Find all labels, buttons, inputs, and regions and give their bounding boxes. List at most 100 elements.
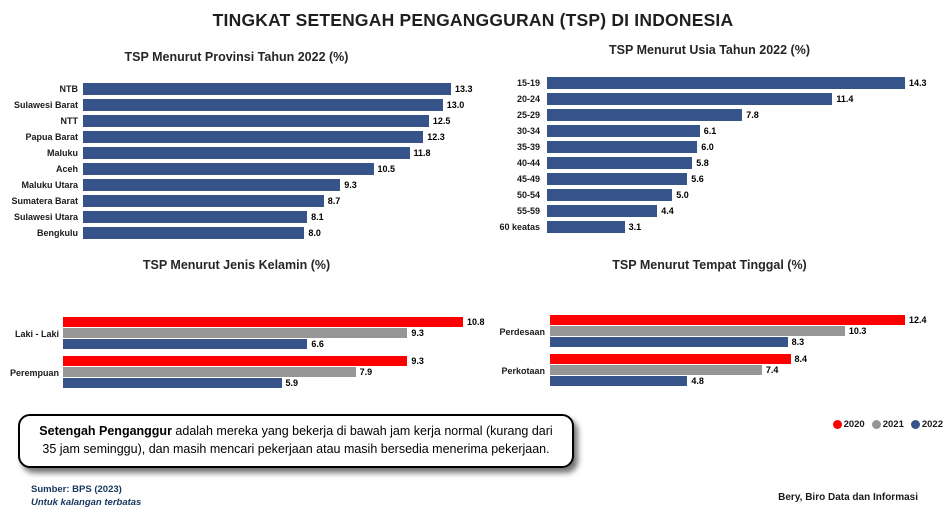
- group-bars: 10.8 9.3 6.6: [63, 317, 485, 350]
- category-label: NTB: [59, 84, 79, 94]
- bar-2021: [550, 365, 762, 375]
- value-label: 5.9: [285, 378, 299, 388]
- group-bars: 9.3 7.9 5.9: [63, 356, 424, 389]
- category-label: Laki - Laki: [14, 328, 59, 339]
- value-label: 7.8: [746, 110, 759, 120]
- category-label: Perempuan: [9, 367, 59, 378]
- category-label: NTT: [60, 116, 79, 126]
- chart-jenis-kelamin-title: TSP Menurut Jenis Kelamin (%): [142, 258, 331, 272]
- chart-usia: TSP Menurut Usia Tahun 2022 (%) 15-19 14.…: [473, 43, 946, 235]
- value-label: 10.8: [467, 317, 485, 327]
- value-label: 6.0: [701, 142, 714, 152]
- legend-label: 2022: [921, 419, 943, 430]
- bar-2022: [63, 339, 308, 349]
- bar: [83, 147, 410, 159]
- bar-line: 7.9: [63, 367, 424, 377]
- bar: [547, 205, 658, 217]
- bar-line: 7.4: [550, 365, 807, 375]
- value-label: 8.4: [794, 354, 808, 364]
- bar-row: 40-44 5.8: [473, 155, 946, 171]
- bar-group: Perkotaan 8.4 7.4 4.8: [473, 354, 946, 387]
- chart-tempat-tinggal-title: TSP Menurut Tempat Tinggal (%): [612, 258, 807, 272]
- legend-label: 2020: [843, 419, 865, 430]
- bar: [83, 83, 451, 95]
- bar-2020: [550, 354, 791, 364]
- chart-jenis-kelamin-bars: Laki - Laki 10.8 9.3 6.6 Perempuan 9.3 7.9 5.9: [0, 317, 485, 389]
- category-label: Sumatera Barat: [11, 196, 78, 206]
- value-label: 12.3: [427, 132, 445, 142]
- chart-jenis-kelamin: TSP Menurut Jenis Kelamin (%) Laki - Lak…: [0, 258, 485, 395]
- value-label: 11.8: [413, 148, 431, 158]
- bar-row: Maluku Utara 9.3: [0, 177, 473, 193]
- value-label: 9.3: [411, 356, 424, 366]
- bar-row: Aceh 10.5: [0, 161, 473, 177]
- category-label: 30-34: [516, 126, 540, 136]
- year-legend: 2020 2021 2022: [832, 419, 943, 430]
- value-label: 8.3: [791, 337, 805, 347]
- value-label: 11.4: [836, 94, 854, 104]
- bar: [547, 125, 700, 137]
- bar-group: Laki - Laki 10.8 9.3 6.6: [0, 317, 485, 350]
- value-label: 3.1: [628, 222, 642, 232]
- category-label: Sulawesi Utara: [13, 212, 78, 222]
- value-label: 4.8: [691, 376, 704, 386]
- bar-2022: [550, 376, 688, 386]
- bar-line: 6.6: [63, 339, 485, 349]
- value-label: 5.0: [676, 190, 689, 200]
- bar-row: Sulawesi Barat 13.0: [0, 97, 473, 113]
- bar: [83, 115, 429, 127]
- bar-2020: [550, 315, 905, 325]
- bar: [83, 179, 341, 191]
- value-label: 4.4: [661, 206, 674, 216]
- bar: [547, 141, 698, 153]
- bar-line: 10.3: [550, 326, 927, 336]
- bar-2022: [550, 337, 788, 347]
- category-label: Bengkulu: [36, 228, 78, 238]
- definition-box: Setengah Penganggur adalah mereka yang b…: [18, 414, 574, 468]
- legend-dot-2020: [832, 420, 842, 429]
- bar-line: 9.3: [63, 328, 485, 338]
- bar-row: 50-54 5.0: [473, 187, 946, 203]
- bar-2021: [550, 326, 845, 336]
- legend-label: 2021: [882, 419, 904, 430]
- bar-group: Perdesaan 12.4 10.3 8.3: [473, 315, 946, 348]
- bar-row: 35-39 6.0: [473, 139, 946, 155]
- bar-row: 60 keatas 3.1: [473, 219, 946, 235]
- bar-row: 20-24 11.4: [473, 91, 946, 107]
- bar-line: 10.8: [63, 317, 485, 327]
- bar-line: 8.4: [550, 354, 807, 364]
- category-label: 50-54: [516, 190, 540, 200]
- value-label: 14.3: [909, 78, 927, 88]
- category-label: 55-59: [516, 206, 540, 216]
- legend-item: 2022: [910, 419, 943, 430]
- bar: [83, 227, 305, 239]
- bar-row: Bengkulu 8.0: [0, 225, 473, 241]
- bar-line: 8.3: [550, 337, 927, 347]
- category-label: Maluku Utara: [21, 180, 78, 190]
- bar: [547, 109, 743, 121]
- chart-tempat-tinggal-bars: Perdesaan 12.4 10.3 8.3 Perkotaan 8.4 7.4 4.8: [473, 315, 946, 387]
- bar-2021: [63, 367, 356, 377]
- value-label: 9.3: [411, 328, 424, 338]
- bar-2020: [63, 356, 408, 366]
- bar: [547, 157, 693, 169]
- value-label: 6.1: [703, 126, 717, 136]
- group-bars: 12.4 10.3 8.3: [550, 315, 927, 348]
- category-label: 45-49: [516, 174, 540, 184]
- bar-line: 9.3: [63, 356, 424, 366]
- category-label: Papua Barat: [25, 132, 78, 142]
- bar-line: 12.4: [550, 315, 927, 325]
- chart-usia-title: TSP Menurut Usia Tahun 2022 (%): [609, 43, 810, 57]
- bar: [547, 173, 688, 185]
- chart-usia-bars: 15-19 14.3 20-24 11.4 25-29 7.8 30-34 6.1 35-39 6…: [473, 75, 946, 235]
- bar-row: 55-59 4.4: [473, 203, 946, 219]
- value-label: 5.6: [691, 174, 704, 184]
- group-bars: 8.4 7.4 4.8: [550, 354, 807, 387]
- bar-group: Perempuan 9.3 7.9 5.9: [0, 356, 473, 389]
- category-label: 25-29: [516, 110, 540, 120]
- bar-2021: [63, 328, 408, 338]
- definition-text: adalah mereka yang bekerja di bawah jam …: [42, 424, 553, 456]
- bar-row: Maluku 11.8: [0, 145, 473, 161]
- bar-row: NTT 12.5: [0, 113, 473, 129]
- category-label: 60 keatas: [499, 222, 540, 232]
